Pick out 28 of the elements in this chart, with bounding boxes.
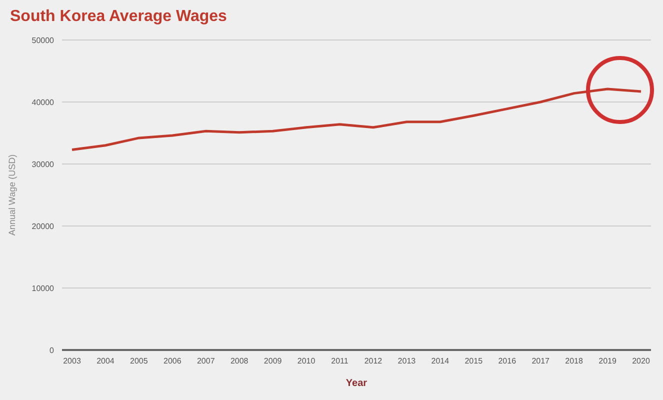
x-tick-label: 2010 (297, 356, 316, 366)
x-tick-label: 2003 (63, 356, 82, 366)
y-tick-label: 0 (50, 346, 55, 355)
x-tick-label: 2013 (398, 356, 416, 366)
chart-title: South Korea Average Wages (10, 8, 227, 26)
x-tick-label: 2008 (230, 356, 249, 366)
y-tick-label: 10000 (32, 284, 55, 293)
x-tick-label: 2006 (164, 356, 182, 366)
x-tick-label: 2012 (364, 356, 383, 366)
line-series (70, 88, 642, 151)
x-tick-label: 2017 (532, 356, 550, 366)
x-tick-label: 2019 (598, 356, 617, 366)
x-tick-label: 2005 (130, 356, 148, 366)
x-tick-label: 2016 (498, 356, 517, 366)
x-tick-label: 2014 (431, 356, 450, 366)
y-tick-label: 50000 (32, 36, 55, 45)
y-tick-label: 40000 (32, 98, 55, 107)
y-axis-title: Annual Wage (USD) (7, 154, 18, 236)
x-axis-title: Year (346, 378, 368, 389)
x-tick-label: 2007 (196, 356, 216, 366)
x-tick-label: 2004 (96, 356, 115, 366)
x-tick-label: 2015 (464, 356, 484, 366)
y-tick-label: 20000 (32, 222, 55, 231)
x-tick-label: 2011 (331, 356, 349, 366)
x-tick-label: 2009 (264, 356, 282, 366)
x-tick-label: 2020 (632, 356, 650, 366)
x-tick-label: 2018 (565, 356, 584, 366)
y-tick-label: 30000 (32, 160, 55, 169)
